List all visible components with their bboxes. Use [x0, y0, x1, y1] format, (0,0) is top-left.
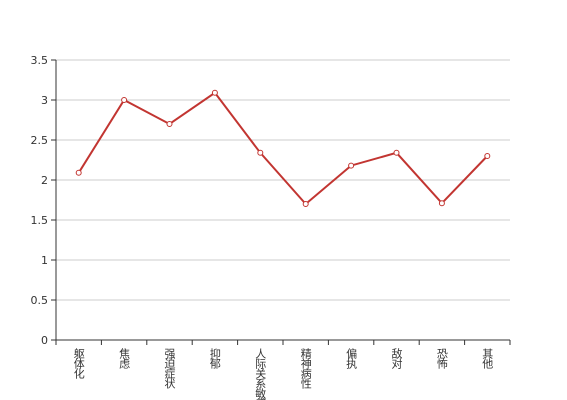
x-tick-label: 恐怖	[435, 348, 448, 369]
point	[302, 201, 309, 207]
x-tick-label: 其他	[481, 348, 494, 369]
x-tick-label: 抑郁	[208, 347, 221, 369]
x-tick-label: 人际关系敏感	[254, 348, 267, 400]
y-tick-label: 2	[41, 174, 48, 187]
x-tick-label: 强迫症状	[163, 348, 176, 389]
x-tick-label: 偏执	[345, 347, 358, 370]
y-tick-label: 0	[41, 334, 48, 347]
y-tick-label: 3	[41, 94, 48, 107]
y-tick-label: 3.5	[31, 54, 49, 67]
x-tick-label: 焦虑	[118, 348, 131, 369]
point	[166, 121, 173, 127]
point	[75, 169, 82, 176]
y-tick-label: 1	[41, 254, 48, 267]
y-tick-label: 1.5	[31, 214, 49, 227]
point	[484, 153, 491, 159]
point	[348, 162, 355, 169]
point	[257, 149, 264, 156]
y-tick-label: 0.5	[31, 294, 49, 307]
x-tick-label: 敌对	[390, 347, 403, 369]
point	[121, 97, 128, 103]
x-tick-label: 精神病性	[299, 348, 312, 390]
point	[438, 200, 445, 207]
point	[211, 89, 218, 96]
point	[393, 149, 400, 156]
y-tick-label: 2.5	[31, 134, 49, 147]
x-tick-label: 躯体化	[72, 348, 85, 380]
line	[77, 91, 489, 206]
